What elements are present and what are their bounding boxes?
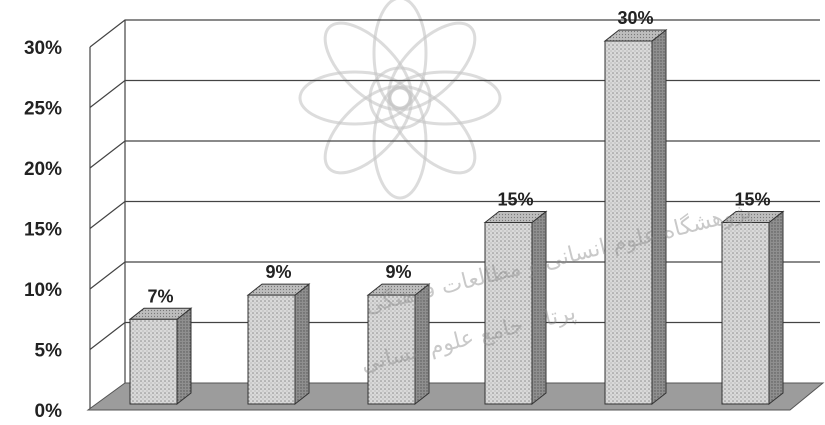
watermark-text: پژوهشگاه علوم انسانی و مطالعات فرهنگی پر… <box>359 198 755 378</box>
bar-front <box>367 294 416 405</box>
data-label: 9% <box>385 262 411 282</box>
data-label: 15% <box>734 190 770 210</box>
bar <box>483 210 548 406</box>
y-tick-label: 15% <box>24 220 62 241</box>
bar-front <box>129 318 178 405</box>
data-labels: 7% 9% 9% 15% 30% 15% <box>147 8 770 306</box>
bar <box>603 28 668 406</box>
chart-grid <box>89 19 820 410</box>
watermark-petal <box>323 21 413 111</box>
bar-side <box>176 307 192 406</box>
bar <box>246 283 311 406</box>
watermark <box>298 0 502 200</box>
bar-side <box>294 283 310 406</box>
watermark-petal <box>388 70 502 126</box>
bar <box>128 307 193 406</box>
bar <box>720 210 785 406</box>
watermark-petal <box>372 0 428 110</box>
data-label: 15% <box>497 190 533 210</box>
bar-side <box>651 28 667 406</box>
data-label: 30% <box>617 8 653 28</box>
bar-side <box>768 210 784 406</box>
watermark-petal <box>298 70 412 126</box>
watermark-line-1: پژوهشگاه علوم انسانی و مطالعات فرهنگی <box>362 198 754 319</box>
y-tick-label: 25% <box>24 99 62 120</box>
watermark-center <box>368 66 432 130</box>
y-axis: 0% 5% 10% 15% 20% 25% 30% <box>24 38 62 422</box>
bar-front <box>721 222 770 405</box>
y-tick-label: 5% <box>35 341 63 362</box>
data-label: 9% <box>265 262 291 282</box>
bars <box>128 28 785 406</box>
gridline <box>89 140 820 169</box>
y-tick-label: 20% <box>24 159 62 180</box>
y-tick-label: 0% <box>35 401 63 422</box>
y-tick-label: 10% <box>24 280 62 301</box>
bar <box>366 283 431 406</box>
watermark-petal <box>372 86 428 200</box>
floor-plane <box>86 382 825 411</box>
data-label: 7% <box>147 286 173 306</box>
bar-front <box>604 40 653 405</box>
bar-front <box>484 222 533 405</box>
chart-floor <box>86 382 825 411</box>
gridline <box>89 79 820 108</box>
y-tick-label: 30% <box>24 38 62 59</box>
bar-front <box>247 294 296 405</box>
